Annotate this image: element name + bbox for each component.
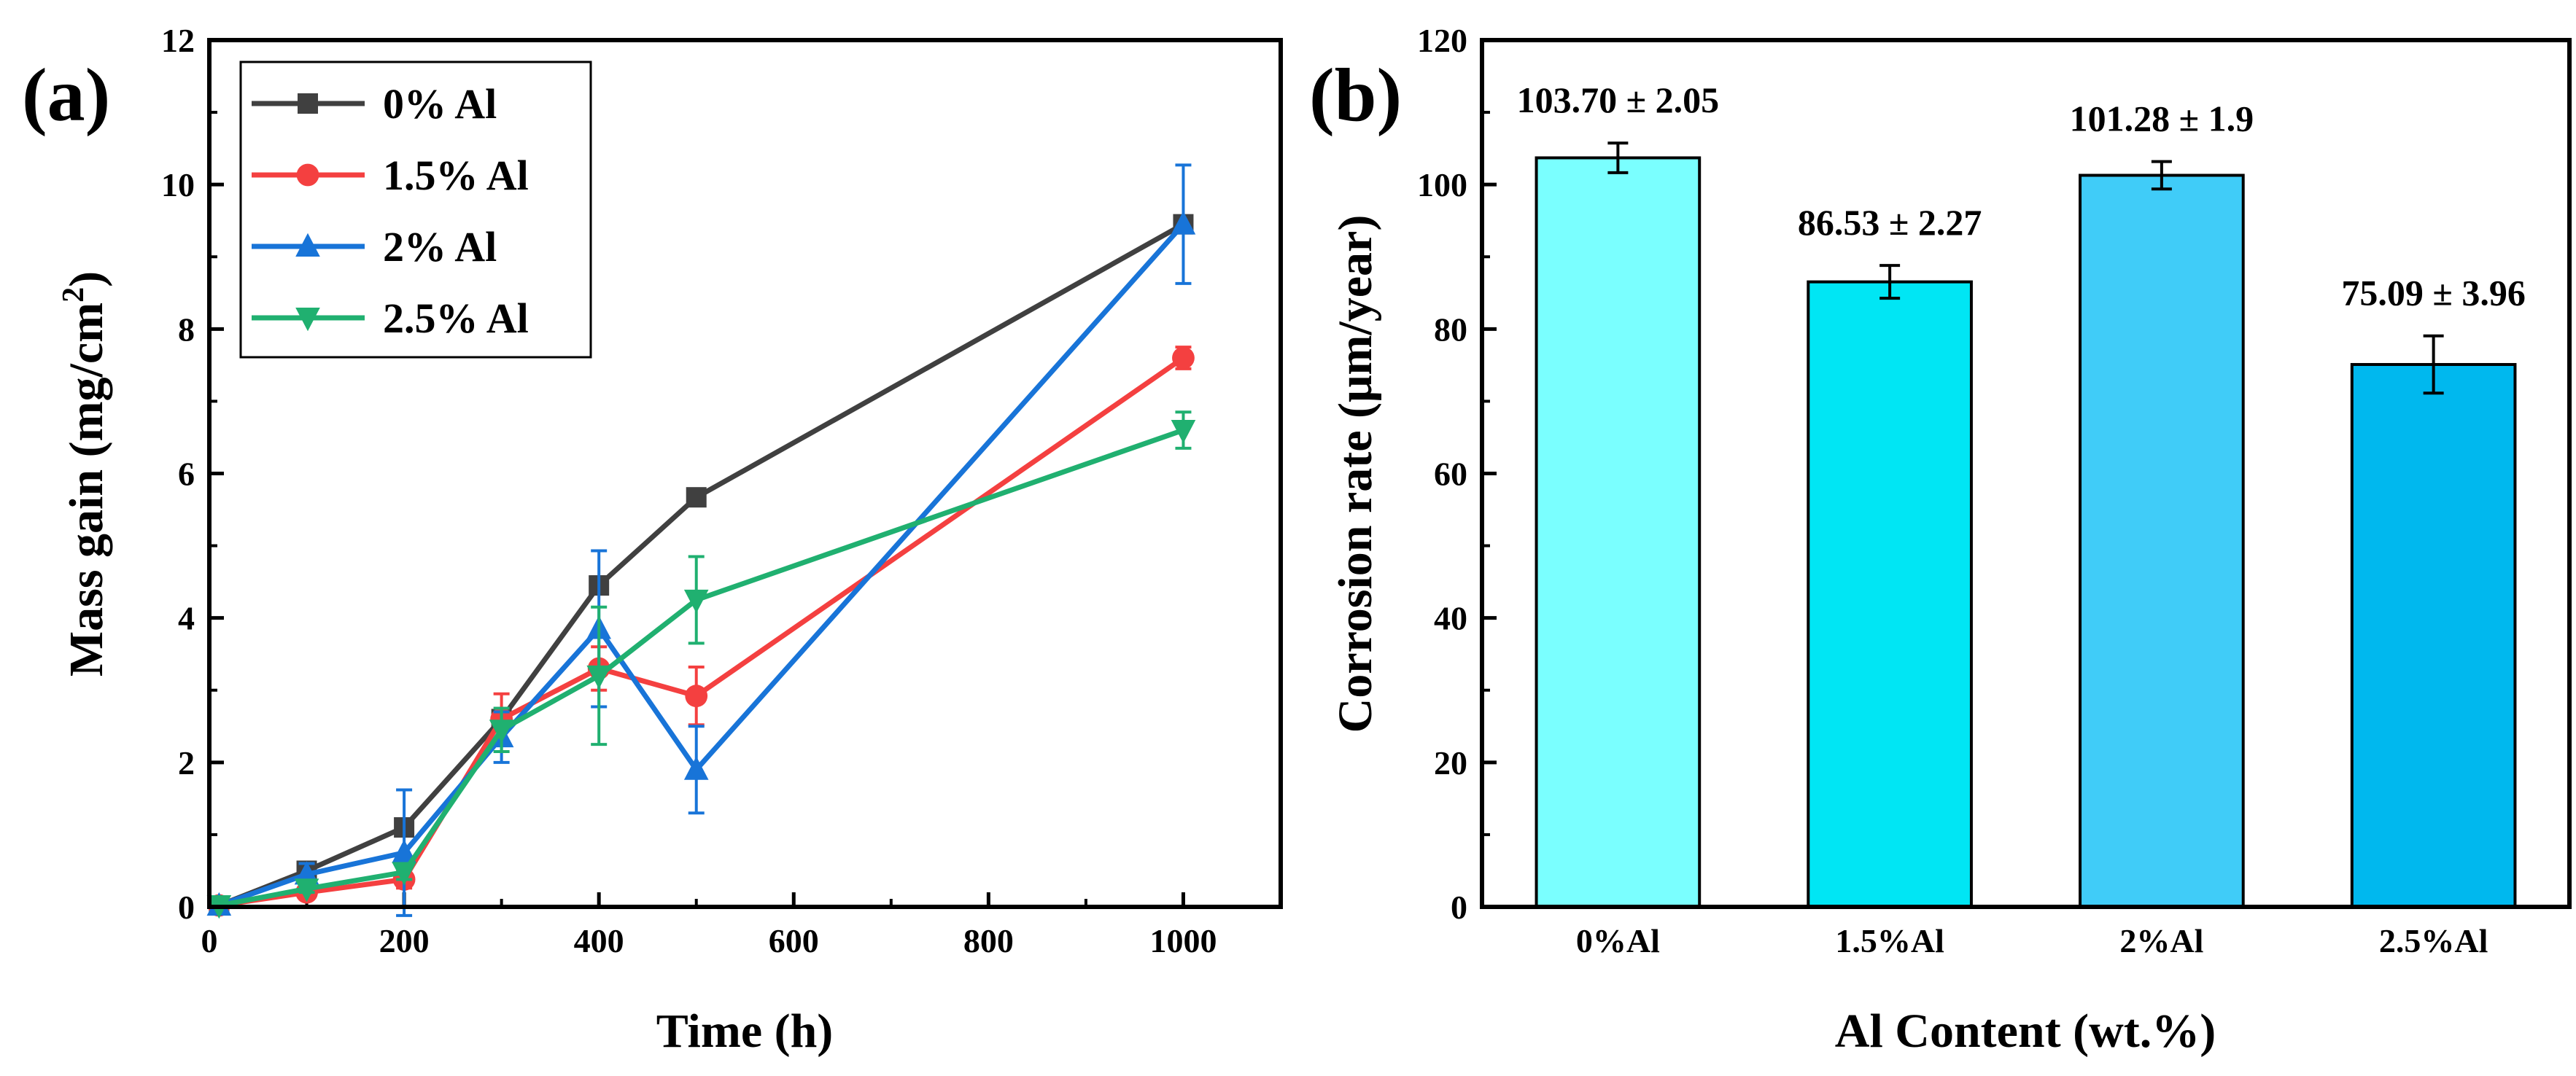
data-point [392, 839, 416, 863]
y-tick-label: 120 [1417, 22, 1467, 59]
legend-label: 1.5% Al [383, 152, 529, 199]
panel-a-plot-frame [207, 38, 1283, 909]
series-2-5-al [206, 410, 1196, 919]
data-point [683, 589, 709, 614]
bar [1807, 280, 1973, 909]
x-category-label: 2.5%Al [2379, 922, 2488, 959]
x-tick-label: 800 [963, 922, 1014, 959]
data-point [683, 756, 709, 780]
legend-marker [298, 93, 318, 114]
x-category-label: 0%Al [1576, 922, 1660, 959]
legend-label: 2.5% Al [383, 295, 529, 342]
bar-group-0-al: 103.70 ± 2.05 [1517, 79, 1719, 908]
series-1-5-al [207, 346, 1195, 917]
y-tick-label: 2 [178, 744, 195, 781]
x-tick-label: 200 [379, 922, 430, 959]
panel-a-y-axis-title: Mass gain (mg/cm2) [57, 271, 113, 677]
bar-value-label: 86.53 ± 2.27 [1798, 202, 1982, 243]
bar-value-label: 75.09 ± 3.96 [2341, 273, 2525, 313]
data-point [489, 720, 514, 744]
y-tick-label: 40 [1434, 600, 1467, 637]
data-point [586, 665, 611, 690]
y-tick-label: 8 [178, 311, 195, 348]
legend-marker [296, 163, 319, 187]
bar-group-1-5-al: 86.53 ± 2.27 [1798, 202, 1982, 909]
y-tick-label: 20 [1434, 744, 1467, 781]
panel-b-label: (b) [1309, 53, 1402, 137]
data-point [686, 487, 707, 508]
bar [2350, 362, 2517, 908]
x-tick-label: 400 [574, 922, 624, 959]
data-point [685, 685, 708, 708]
legend-label: 0% Al [383, 80, 497, 128]
legend-marker [295, 233, 320, 257]
x-category-label: 1.5%Al [1835, 922, 1944, 959]
data-point [1171, 420, 1196, 444]
x-tick-label: 600 [769, 922, 819, 959]
data-point [1172, 346, 1195, 370]
data-point [392, 862, 416, 886]
x-category-label: 2%Al [2119, 922, 2203, 959]
legend-marker [295, 308, 320, 332]
bar-group-2-al: 101.28 ± 1.9 [2070, 98, 2254, 908]
y-tick-label: 10 [161, 166, 195, 203]
bar [1535, 156, 1702, 908]
bar-group-2-5-al: 75.09 ± 3.96 [2341, 273, 2526, 908]
y-tick-label: 0 [178, 889, 195, 926]
legend-label: 2% Al [383, 223, 497, 270]
y-tick-label: 80 [1434, 311, 1467, 348]
panel-a-x-axis-title: Time (h) [656, 1005, 834, 1058]
panel-a-label: (a) [22, 53, 110, 137]
y-tick-label: 12 [161, 22, 195, 59]
series-line [218, 356, 1185, 908]
panel-b-x-axis-title: Al Content (wt.%) [1835, 1005, 2216, 1058]
data-point [1171, 211, 1196, 235]
x-tick-label: 0 [201, 922, 218, 959]
y-tick-label: 6 [178, 456, 195, 493]
bar [2079, 174, 2245, 908]
x-tick-label: 1000 [1149, 922, 1217, 959]
bar-value-label: 103.70 ± 2.05 [1517, 79, 1719, 120]
y-tick-label: 4 [178, 600, 195, 637]
panel-b-y-axis-title: Corrosion rate (μm/year) [1329, 215, 1382, 733]
panel-a-legend: 0% Al 1.5% Al 2% Al 2.5% Al [239, 61, 592, 359]
y-tick-label: 0 [1451, 889, 1467, 926]
panel-b-plot-frame [1480, 38, 2572, 909]
bar-value-label: 101.28 ± 1.9 [2070, 98, 2254, 139]
y-tick-label: 100 [1417, 166, 1467, 203]
data-point [294, 878, 319, 902]
y-tick-label: 60 [1434, 456, 1467, 493]
